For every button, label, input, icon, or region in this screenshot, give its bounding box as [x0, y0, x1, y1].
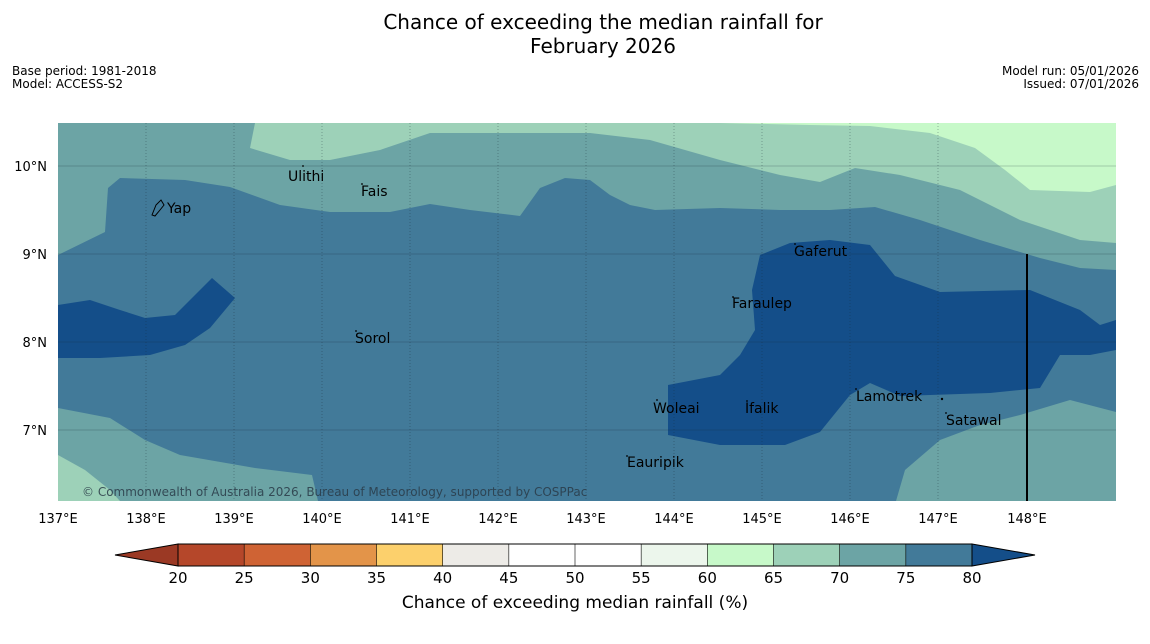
colorbar-segment — [508, 544, 576, 566]
colorbar-label: Chance of exceeding median rainfall (%) — [401, 593, 749, 613]
colorbar-tick-label: 50 — [565, 569, 584, 587]
band-65-70-southwest — [58, 455, 120, 501]
island-marker — [626, 455, 628, 457]
yap-island-shape — [151, 199, 165, 217]
map-area: Ulithi Fais Yap Gaferut Faraulep Sorol L… — [58, 123, 1116, 501]
title-line-1: Chance of exceeding the median rainfall … — [383, 10, 823, 34]
place-label-woleai: Woleai — [653, 401, 700, 417]
chart-title: Chance of exceeding the median rainfall … — [0, 10, 1150, 58]
place-label-gaferut: Gaferut — [794, 244, 848, 260]
island-marker — [746, 400, 748, 402]
colorbar-segment — [773, 544, 841, 566]
island-marker — [732, 296, 734, 298]
place-label-lamotrek: Lamotrek — [856, 389, 923, 405]
lon-tick-label: 145°E — [742, 512, 782, 527]
colorbar-over-outline — [971, 543, 1036, 567]
island-marker — [794, 243, 796, 245]
place-label-ulithi: Ulithi — [288, 169, 324, 185]
colorbar-tick-label: 55 — [632, 569, 651, 587]
place-labels: Ulithi Fais Yap Gaferut Faraulep Sorol L… — [166, 169, 1001, 471]
colorbar-tick-label: 20 — [168, 569, 187, 587]
gridlines-lat — [58, 165, 1116, 431]
island-marker — [302, 165, 304, 167]
island-marker — [855, 388, 857, 390]
colorbar-tick-label: 80 — [962, 569, 981, 587]
base-period: Base period: 1981-2018 — [12, 64, 157, 78]
meta-left: Base period: 1981-2018 Model: ACCESS-S2 — [12, 65, 157, 91]
lat-axis-labels: 10°N 9°N 8°N 7°N — [14, 160, 47, 439]
lon-tick-label: 144°E — [654, 512, 694, 527]
island-markers — [302, 165, 947, 457]
colorbar-segment — [244, 544, 311, 566]
colorbar-segment — [376, 544, 444, 566]
colorbar-tick-label: 25 — [235, 569, 254, 587]
meta-right: Model run: 05/01/2026 Issued: 07/01/2026 — [1002, 65, 1139, 91]
lat-tick-label: 9°N — [23, 248, 48, 263]
title-line-2: February 2026 — [530, 34, 676, 58]
island-marker — [361, 183, 363, 185]
colorbar-segment — [310, 544, 377, 566]
lat-tick-label: 7°N — [23, 424, 48, 439]
colorbar-segment — [707, 544, 774, 566]
lon-tick-label: 148°E — [1007, 512, 1047, 527]
colorbar-segment — [839, 544, 907, 566]
model-run: Model run: 05/01/2026 — [1001, 64, 1139, 78]
island-marker — [945, 412, 947, 414]
gridlines — [145, 123, 939, 501]
lat-tick-label: 8°N — [23, 336, 48, 351]
colorbar-under-arrow — [115, 544, 178, 566]
colorbar-tick-label: 35 — [367, 569, 386, 587]
place-label-yap: Yap — [166, 201, 191, 217]
colorbar-tick-label: 40 — [433, 569, 452, 587]
band-60-65-northeast — [720, 123, 1116, 192]
band-above-80-west — [58, 278, 235, 358]
band-65-70-north — [250, 123, 1116, 243]
place-label-faraulep: Faraulep — [732, 296, 792, 312]
colorbar-tick-label: 30 — [301, 569, 320, 587]
colorbar-tick-label: 60 — [698, 569, 717, 587]
colorbar-segment — [178, 544, 245, 566]
place-label-eauripik: Eauripik — [627, 455, 685, 471]
colorbar-tick-label: 65 — [764, 569, 783, 587]
band-above-80-east — [668, 240, 1116, 445]
colorbar-segments — [178, 544, 973, 566]
lat-tick-label: 10°N — [14, 160, 47, 175]
colorbar-tick-label: 45 — [499, 569, 518, 587]
lon-tick-label: 141°E — [390, 512, 430, 527]
colorbar-tick-label: 75 — [896, 569, 915, 587]
colorbar-ticks: 20 25 30 35 40 45 50 55 60 65 70 75 80 — [168, 569, 981, 587]
lon-tick-label: 139°E — [214, 512, 254, 527]
island-marker — [656, 399, 658, 401]
colorbar: 20 25 30 35 40 45 50 55 60 65 70 75 80 — [114, 543, 1036, 587]
island-marker — [940, 397, 944, 401]
lon-tick-label: 140°E — [302, 512, 342, 527]
colorbar-segment — [905, 544, 973, 566]
lon-tick-label: 147°E — [918, 512, 958, 527]
island-marker — [355, 330, 357, 332]
lon-tick-label: 138°E — [126, 512, 166, 527]
copyright-notice: © Commonwealth of Australia 2026, Bureau… — [82, 485, 587, 499]
colorbar-segment — [641, 544, 708, 566]
lon-tick-label: 146°E — [830, 512, 870, 527]
lon-axis-labels: 137°E 138°E 139°E 140°E 141°E 142°E 143°… — [38, 512, 1047, 527]
colorbar-segment — [575, 544, 642, 566]
lon-tick-label: 143°E — [566, 512, 606, 527]
place-label-fais: Fais — [361, 184, 388, 200]
lon-tick-label: 142°E — [478, 512, 518, 527]
place-label-ifalik: Ifalik — [745, 401, 779, 417]
colorbar-tick-label: 70 — [830, 569, 849, 587]
lon-tick-label: 137°E — [38, 512, 78, 527]
colorbar-under-outline — [114, 543, 179, 567]
model-name: Model: ACCESS-S2 — [12, 77, 124, 91]
place-label-sorol: Sorol — [355, 331, 390, 347]
colorbar-over-arrow — [972, 544, 1035, 566]
place-label-satawal: Satawal — [946, 413, 1001, 429]
colorbar-segment — [442, 544, 510, 566]
issued-date: Issued: 07/01/2026 — [1023, 77, 1139, 91]
